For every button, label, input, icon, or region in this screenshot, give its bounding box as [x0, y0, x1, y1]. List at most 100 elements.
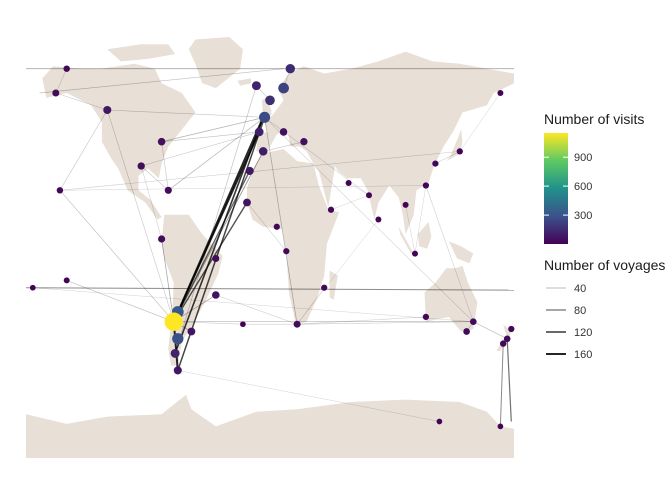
port-point: [245, 166, 254, 175]
legend-voyages-label: 120: [574, 327, 592, 339]
port-point: [375, 216, 382, 223]
port-point: [422, 313, 430, 321]
land-madagascar: [329, 270, 338, 300]
route-line: [140, 165, 169, 191]
port-point: [278, 82, 289, 94]
port-point: [172, 333, 184, 345]
route-line: [264, 117, 298, 325]
port-point: [436, 418, 443, 425]
port-point: [497, 423, 504, 430]
legend-visits: Number of visits 900 600 300: [544, 111, 644, 244]
route-line: [25, 287, 515, 291]
route-line: [246, 202, 287, 252]
ports-layer: [29, 63, 515, 430]
route-line: [297, 316, 426, 325]
port-point: [173, 366, 182, 375]
route-line: [66, 280, 174, 323]
port-point: [212, 291, 220, 299]
route-line: [459, 92, 501, 152]
route-line: [173, 321, 243, 325]
port-point: [251, 81, 261, 91]
port-point: [265, 95, 275, 106]
port-point: [29, 284, 36, 291]
legend-visits-colorbar: [544, 133, 568, 244]
route-line: [161, 116, 265, 143]
port-point: [254, 127, 264, 137]
port-point: [103, 105, 112, 115]
route-line: [177, 370, 440, 422]
route-line: [140, 165, 162, 240]
route-line: [297, 321, 474, 325]
route-line: [107, 109, 265, 118]
port-point: [158, 235, 166, 243]
port-point: [63, 65, 70, 72]
land-sumatra: [398, 226, 414, 254]
route-line: [173, 151, 264, 322]
route-line: [348, 182, 370, 196]
port-point: [137, 162, 145, 170]
route-line: [161, 141, 169, 191]
port-point: [56, 187, 64, 194]
route-line: [296, 219, 379, 325]
port-point: [508, 325, 515, 333]
port-point: [469, 318, 477, 326]
port-point: [187, 327, 196, 336]
land-north-america: [42, 63, 196, 220]
route-line: [39, 68, 284, 94]
route-line: [172, 131, 261, 323]
port-point: [52, 89, 60, 97]
legend-visits-tick-label: 600: [574, 181, 592, 193]
route-line: [173, 170, 251, 322]
port-point: [432, 160, 439, 167]
route-line: [59, 151, 460, 191]
port-point: [212, 254, 220, 263]
route-line: [425, 185, 474, 322]
route-line: [141, 131, 260, 167]
port-point: [293, 320, 301, 328]
legend-visits-tick-label: 900: [574, 152, 592, 164]
route-line: [59, 109, 108, 191]
port-point: [463, 328, 470, 335]
route-line: [263, 141, 304, 152]
land-eurasia: [256, 51, 514, 235]
land-borneo: [417, 222, 432, 249]
route-line: [506, 338, 512, 422]
port-point: [243, 198, 251, 207]
route-line: [499, 343, 504, 427]
port-point: [273, 223, 280, 230]
legend-visits-tick-label: 300: [574, 210, 592, 222]
port-point: [279, 128, 288, 136]
land-australia: [424, 265, 478, 332]
legend-voyages-label: 40: [574, 283, 586, 295]
route-line: [161, 131, 260, 143]
port-point: [321, 284, 328, 291]
land-africa: [247, 149, 340, 325]
route-line: [435, 151, 460, 164]
legend-voyages-title: Number of voyages: [544, 257, 665, 273]
legend-voyages-label: 160: [574, 349, 592, 361]
port-point: [164, 312, 183, 331]
port-point: [497, 90, 504, 96]
legend-visits-title: Number of visits: [544, 111, 644, 127]
route-line: [174, 117, 264, 354]
route-line: [32, 287, 474, 322]
land-greenland: [188, 37, 243, 89]
port-point: [258, 147, 268, 156]
route-line: [414, 185, 427, 254]
port-point: [422, 182, 430, 189]
port-point: [283, 248, 290, 255]
route-line: [296, 287, 325, 325]
port-point: [456, 148, 463, 155]
port-point: [366, 192, 372, 199]
land-new-guinea: [448, 241, 474, 264]
port-point: [63, 277, 70, 284]
land-iceland: [237, 78, 251, 86]
port-point: [164, 186, 172, 194]
route-line: [168, 117, 265, 191]
route-line: [173, 202, 248, 323]
port-point: [170, 348, 180, 358]
port-point: [402, 201, 409, 208]
port-point: [345, 180, 352, 186]
port-point: [412, 250, 418, 257]
